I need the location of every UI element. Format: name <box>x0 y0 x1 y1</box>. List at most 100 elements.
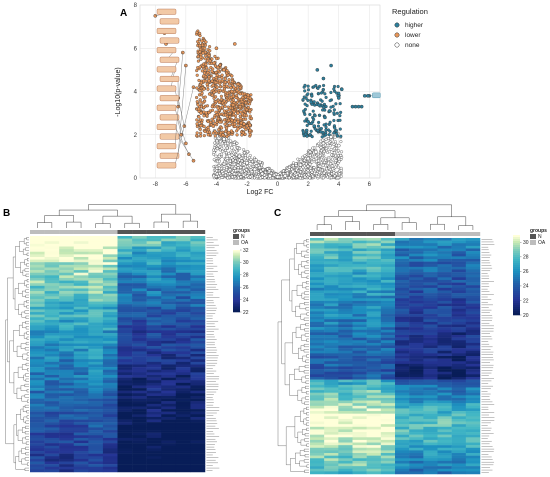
row-dendrogram-branch <box>303 459 309 463</box>
heatmap-cell <box>338 240 353 244</box>
heatmap-cell <box>44 456 60 460</box>
point-lower <box>248 96 252 100</box>
point-none <box>321 141 326 146</box>
point-none <box>230 156 234 160</box>
point-lower <box>221 133 225 137</box>
heatmap-cell <box>146 246 162 250</box>
legend-label-none: none <box>405 42 420 49</box>
heatmap-cell <box>465 466 481 470</box>
heatmap-cell <box>146 458 162 462</box>
point-lower <box>238 86 242 90</box>
heatmap-cell <box>175 351 191 355</box>
colorbar-step <box>233 298 240 300</box>
point-lower <box>205 104 210 108</box>
heatmap-cell <box>161 461 177 465</box>
point-lower <box>206 71 210 75</box>
heatmap-cell <box>352 374 367 378</box>
point-none <box>222 162 226 166</box>
heatmap-cell <box>366 403 382 407</box>
heatmap-cell <box>310 300 325 304</box>
heatmap-cell <box>30 340 45 344</box>
point-lower <box>218 79 222 83</box>
heatmap-cell <box>395 279 410 283</box>
point-none <box>263 176 267 180</box>
heatmap-cell <box>175 411 191 415</box>
heatmap-cell <box>423 314 438 317</box>
point-lower <box>195 131 199 135</box>
heatmap-cell <box>44 369 60 373</box>
heatmap-cell <box>117 469 133 473</box>
group-cell-OA <box>73 230 89 234</box>
heatmap-cell <box>366 450 382 454</box>
heatmap-cell <box>437 413 452 417</box>
heatmap-cell <box>117 458 133 462</box>
heatmap-cell <box>146 325 162 329</box>
point-none <box>267 169 271 173</box>
point-lower <box>222 109 226 113</box>
heatmap-cell <box>423 416 438 420</box>
heatmap-cell <box>395 432 410 435</box>
heatmap-cell <box>132 464 147 468</box>
heatmap-cell <box>117 456 133 460</box>
heatmap-cell <box>73 411 89 415</box>
heatmap-cell <box>380 272 396 275</box>
heatmap-cell <box>73 291 89 294</box>
heatmap-cell <box>409 356 424 359</box>
heatmap-cell <box>88 306 104 310</box>
heatmap-cell <box>30 246 45 250</box>
heatmap-cell <box>30 251 45 255</box>
point-none <box>215 166 219 170</box>
point-lower <box>207 110 211 115</box>
point-none <box>315 159 318 163</box>
volcano-points <box>153 14 372 180</box>
heatmap-cell <box>190 448 206 452</box>
heatmap-cell <box>465 379 481 383</box>
heatmap-cell <box>175 327 191 331</box>
heatmap-cell <box>310 447 325 451</box>
heatmap-cell <box>190 443 206 447</box>
heatmap-cell <box>44 338 60 342</box>
point-none <box>321 138 325 142</box>
heatmap-cell <box>102 448 118 452</box>
heatmap-cell <box>73 390 89 394</box>
heatmap-cell <box>380 335 396 338</box>
heatmap-cell <box>146 453 162 457</box>
heatmap-cell <box>380 390 396 393</box>
heatmap-cell <box>310 416 325 420</box>
heatmap-cell <box>44 411 60 415</box>
heatmap-cell <box>30 317 45 321</box>
point-lower <box>240 133 244 137</box>
heatmap-cell <box>409 319 424 323</box>
heatmap-cell <box>395 405 410 409</box>
heatmap-cell <box>161 401 177 405</box>
heatmap-cell <box>451 413 467 417</box>
heatmap-cell <box>161 424 177 428</box>
heatmap-cell <box>88 461 104 465</box>
heatmap-cell <box>324 471 339 475</box>
heatmap-cell <box>30 280 45 284</box>
point-higher <box>304 96 308 100</box>
heatmap-cell <box>409 251 424 254</box>
row-dendrogram-branch <box>294 416 301 438</box>
heatmap-cell <box>310 327 325 331</box>
gene-label-box <box>159 95 180 102</box>
heatmap-cell <box>102 451 118 454</box>
heatmap-cell <box>190 372 206 376</box>
heatmap-cell <box>338 429 353 433</box>
heatmap-cell <box>324 405 339 409</box>
row-dendrogram-branch <box>305 323 309 327</box>
heatmap-cell <box>395 298 410 302</box>
row-dendrogram-branch <box>302 282 307 288</box>
heatmap-cell <box>380 316 396 320</box>
point-none <box>252 167 257 172</box>
heatmap-cell <box>190 437 206 441</box>
heatmap-cell <box>366 350 382 354</box>
heatmap-cell <box>465 251 481 254</box>
row-dendrogram-branch <box>20 262 25 273</box>
heatmap-cell <box>88 469 104 473</box>
heatmap-cell <box>132 304 147 308</box>
column-dendrogram-branch <box>323 215 353 225</box>
row-dendrogram-branch <box>305 375 309 379</box>
point-none <box>332 171 336 175</box>
heatmap-cell <box>395 356 410 359</box>
